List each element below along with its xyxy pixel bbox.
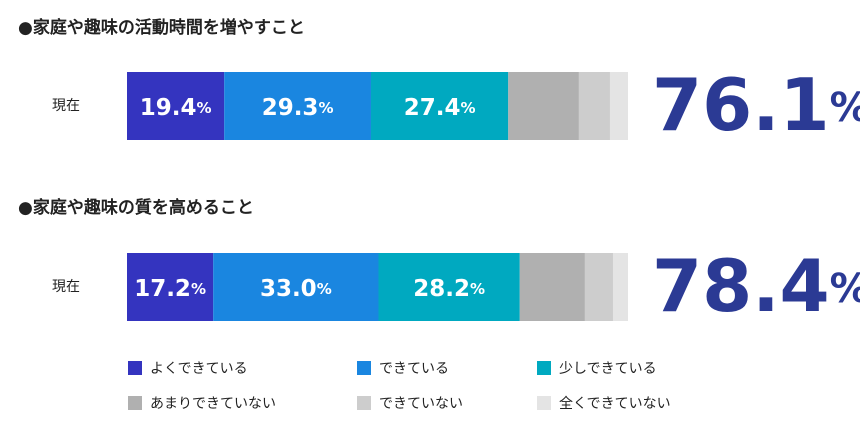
legend-label: 少しできている bbox=[559, 361, 657, 377]
value-label: 29.3% bbox=[262, 95, 334, 121]
total-label: 78.4% bbox=[652, 244, 860, 328]
bar-segment bbox=[224, 72, 371, 140]
bar-segment bbox=[612, 253, 628, 321]
panel-title: ●家庭や趣味の質を高めること bbox=[18, 197, 254, 218]
panel-title: ●家庭や趣味の活動時間を増やすこと bbox=[18, 17, 305, 38]
legend-label: よくできている bbox=[150, 361, 248, 377]
value-label: 27.4% bbox=[404, 95, 476, 121]
bar-segment bbox=[127, 253, 214, 321]
legend-label: 全くできていない bbox=[559, 395, 671, 412]
bar-segment bbox=[370, 72, 509, 140]
legend-label: あまりできていない bbox=[150, 396, 276, 412]
bar-segment bbox=[508, 72, 579, 140]
legend-swatch bbox=[128, 361, 142, 375]
value-label: 19.4% bbox=[140, 95, 212, 121]
legend-label: できていない bbox=[379, 396, 463, 412]
category-label: 現在 bbox=[52, 98, 80, 114]
value-label: 28.2% bbox=[413, 276, 485, 302]
legend-label: できている bbox=[379, 361, 449, 377]
bar-segment bbox=[127, 72, 225, 140]
bar-segment bbox=[584, 253, 613, 321]
bar-segment bbox=[578, 72, 610, 140]
total-label: 76.1% bbox=[652, 63, 860, 147]
category-label: 現在 bbox=[52, 279, 80, 295]
bar-segment bbox=[378, 253, 520, 321]
legend-swatch bbox=[537, 361, 551, 375]
legend-swatch bbox=[357, 361, 371, 375]
legend-swatch bbox=[537, 396, 551, 410]
value-label: 33.0% bbox=[260, 276, 332, 302]
bar-segment bbox=[213, 253, 379, 321]
bar-segment bbox=[609, 72, 628, 140]
value-label: 17.2% bbox=[134, 276, 206, 302]
legend-swatch bbox=[357, 396, 371, 410]
legend-swatch bbox=[128, 396, 142, 410]
bar-segment bbox=[519, 253, 585, 321]
